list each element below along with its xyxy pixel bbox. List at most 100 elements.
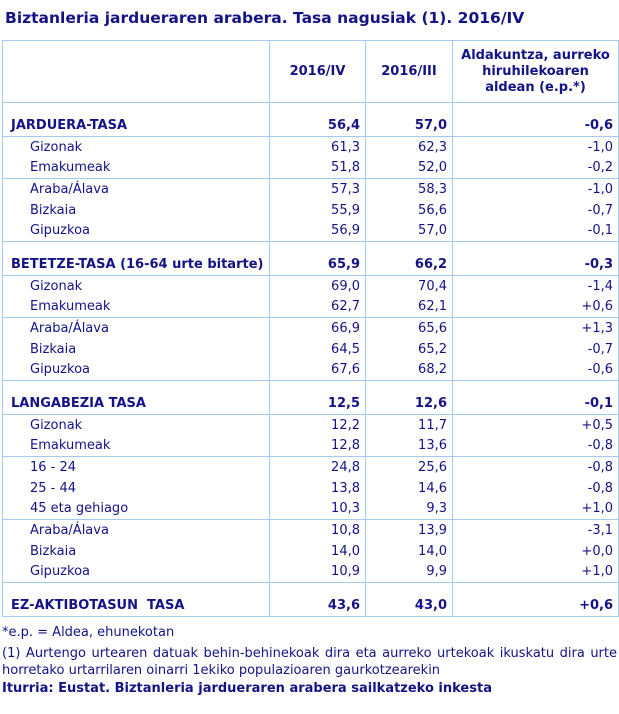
table-row: Emakumeak 62,7 62,1 +0,6 xyxy=(2,296,619,318)
spacer-cell xyxy=(2,241,270,254)
spacer-cell xyxy=(365,582,453,595)
table-row: Bizkaia 14,0 14,0 +0,0 xyxy=(2,540,619,562)
spacer-cell xyxy=(2,582,270,595)
corner-cell xyxy=(2,40,270,103)
value-2016iv: 10,8 xyxy=(269,519,366,541)
table-row: Emakumeak 12,8 13,6 -0,8 xyxy=(2,435,619,457)
table-row: Gipuzkoa 67,6 68,2 -0,6 xyxy=(2,359,619,381)
section-label: EZ-AKTIBOTASUN TASA xyxy=(2,594,270,617)
table-row: Bizkaia 55,9 56,6 -0,7 xyxy=(2,199,619,221)
value-2016iii: 57,0 xyxy=(365,114,453,137)
col-header-2016-iv: 2016/IV xyxy=(269,40,366,103)
value-change: +0,6 xyxy=(452,594,619,617)
table-row: Araba/Álava 66,9 65,6 +1,3 xyxy=(2,317,619,339)
spacer-cell xyxy=(365,380,453,393)
col-header-change: Aldakuntza, aurreko hiruhilekoaren aldea… xyxy=(452,40,619,103)
table-row: 25 - 44 13,8 14,6 -0,8 xyxy=(2,477,619,499)
page-title: Biztanleria jardueraren arabera. Tasa na… xyxy=(5,9,525,27)
value-2016iii: 9,3 xyxy=(365,498,453,520)
spacer-cell xyxy=(452,582,619,595)
value-2016iv: 14,0 xyxy=(269,540,366,562)
table-row: 45 eta gehiago 10,3 9,3 +1,0 xyxy=(2,498,619,520)
value-change: +0,5 xyxy=(452,414,619,436)
value-2016iv: 56,9 xyxy=(269,220,366,242)
value-change: -3,1 xyxy=(452,519,619,541)
value-change: +0,6 xyxy=(452,296,619,318)
value-2016iii: 65,6 xyxy=(365,317,453,339)
value-change: -1,0 xyxy=(452,178,619,200)
table-row: Gipuzkoa 10,9 9,9 +1,0 xyxy=(2,561,619,583)
row-label: Araba/Álava xyxy=(2,317,270,339)
col-header-2016-iii: 2016/III xyxy=(365,40,453,103)
row-label: Araba/Álava xyxy=(2,178,270,200)
spacer-cell xyxy=(269,241,366,254)
value-2016iv: 10,3 xyxy=(269,498,366,520)
footnotes: *e.p. = Aldea, ehunekotan (1) Aurtengo u… xyxy=(2,624,617,697)
value-2016iii: 13,6 xyxy=(365,435,453,457)
section-header-row: EZ-AKTIBOTASUN TASA 43,6 43,0 +0,6 xyxy=(2,594,619,617)
row-label: Gipuzkoa xyxy=(2,359,270,381)
value-2016iv: 12,8 xyxy=(269,435,366,457)
row-label: Gipuzkoa xyxy=(2,220,270,242)
spacer-cell xyxy=(269,102,366,115)
row-label: Emakumeak xyxy=(2,157,270,179)
row-label: 25 - 44 xyxy=(2,477,270,499)
row-label: Emakumeak xyxy=(2,296,270,318)
value-2016iv: 12,5 xyxy=(269,392,366,415)
table-row: Bizkaia 64,5 65,2 -0,7 xyxy=(2,338,619,360)
table-row: Araba/Álava 10,8 13,9 -3,1 xyxy=(2,519,619,541)
value-change: +1,3 xyxy=(452,317,619,339)
row-label: Bizkaia xyxy=(2,338,270,360)
row-label: Bizkaia xyxy=(2,199,270,221)
value-2016iii: 62,1 xyxy=(365,296,453,318)
row-label: Gipuzkoa xyxy=(2,561,270,583)
spacer-cell xyxy=(452,102,619,115)
value-change: -0,6 xyxy=(452,359,619,381)
value-2016iv: 24,8 xyxy=(269,456,366,478)
source-line: Iturria: Eustat. Biztanleria jardueraren… xyxy=(2,681,492,696)
table-row: Gizonak 12,2 11,7 +0,5 xyxy=(2,414,619,436)
row-label: Gizonak xyxy=(2,414,270,436)
value-2016iii: 12,6 xyxy=(365,392,453,415)
row-label: Bizkaia xyxy=(2,540,270,562)
value-change: -0,1 xyxy=(452,392,619,415)
value-change: +0,0 xyxy=(452,540,619,562)
section-label: BETETZE-TASA (16-64 urte bitarte) xyxy=(2,253,270,276)
value-2016iv: 51,8 xyxy=(269,157,366,179)
value-change: -0,3 xyxy=(452,253,619,276)
spacer-cell xyxy=(365,241,453,254)
value-2016iv: 69,0 xyxy=(269,275,366,297)
value-2016iii: 11,7 xyxy=(365,414,453,436)
value-2016iv: 65,9 xyxy=(269,253,366,276)
spacer-cell xyxy=(452,380,619,393)
value-2016iv: 10,9 xyxy=(269,561,366,583)
value-change: -0,6 xyxy=(452,114,619,137)
value-change: -1,0 xyxy=(452,136,619,158)
value-2016iii: 70,4 xyxy=(365,275,453,297)
value-change: -0,7 xyxy=(452,338,619,360)
table-row: Gizonak 69,0 70,4 -1,4 xyxy=(2,275,619,297)
spacer-row xyxy=(2,102,619,115)
header-row: 2016/IV 2016/III Aldakuntza, aurreko hir… xyxy=(2,40,619,103)
section-label: LANGABEZIA TASA xyxy=(2,392,270,415)
value-2016iii: 25,6 xyxy=(365,456,453,478)
value-2016iii: 57,0 xyxy=(365,220,453,242)
row-label: Araba/Álava xyxy=(2,519,270,541)
table-row: 16 - 24 24,8 25,6 -0,8 xyxy=(2,456,619,478)
row-label: Emakumeak xyxy=(2,435,270,457)
value-change: -0,2 xyxy=(452,157,619,179)
value-2016iii: 66,2 xyxy=(365,253,453,276)
value-change: -0,1 xyxy=(452,220,619,242)
spacer-cell xyxy=(365,102,453,115)
table-row: Araba/Álava 57,3 58,3 -1,0 xyxy=(2,178,619,200)
value-2016iii: 14,6 xyxy=(365,477,453,499)
value-change: -0,8 xyxy=(452,435,619,457)
value-2016iii: 65,2 xyxy=(365,338,453,360)
section-label: JARDUERA-TASA xyxy=(2,114,270,137)
value-2016iii: 43,0 xyxy=(365,594,453,617)
value-2016iii: 9,9 xyxy=(365,561,453,583)
spacer-row xyxy=(2,582,619,595)
value-2016iv: 12,2 xyxy=(269,414,366,436)
value-change: -1,4 xyxy=(452,275,619,297)
spacer-row xyxy=(2,380,619,393)
